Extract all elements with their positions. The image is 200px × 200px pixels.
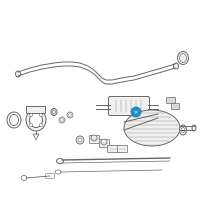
Ellipse shape <box>180 125 186 135</box>
FancyBboxPatch shape <box>118 146 128 152</box>
FancyBboxPatch shape <box>108 97 150 116</box>
Ellipse shape <box>30 112 42 128</box>
Circle shape <box>60 118 64 121</box>
Ellipse shape <box>181 128 185 132</box>
Circle shape <box>68 114 72 116</box>
Circle shape <box>91 135 97 141</box>
Circle shape <box>131 107 141 117</box>
Circle shape <box>78 138 82 142</box>
Circle shape <box>101 139 107 145</box>
Circle shape <box>76 136 84 144</box>
Circle shape <box>39 114 42 117</box>
Circle shape <box>67 112 73 118</box>
Ellipse shape <box>124 110 180 146</box>
Circle shape <box>59 117 65 123</box>
Ellipse shape <box>180 53 186 62</box>
FancyBboxPatch shape <box>172 104 180 110</box>
Circle shape <box>39 123 42 126</box>
FancyBboxPatch shape <box>108 146 118 152</box>
Circle shape <box>134 110 138 114</box>
FancyBboxPatch shape <box>166 98 176 104</box>
Circle shape <box>30 123 33 126</box>
Ellipse shape <box>26 109 46 131</box>
Circle shape <box>135 111 137 113</box>
Ellipse shape <box>16 71 21 77</box>
FancyBboxPatch shape <box>90 136 100 144</box>
Ellipse shape <box>174 63 179 69</box>
FancyBboxPatch shape <box>100 140 110 148</box>
Polygon shape <box>33 134 39 140</box>
Ellipse shape <box>192 125 196 131</box>
FancyBboxPatch shape <box>26 106 46 114</box>
Circle shape <box>30 114 33 117</box>
